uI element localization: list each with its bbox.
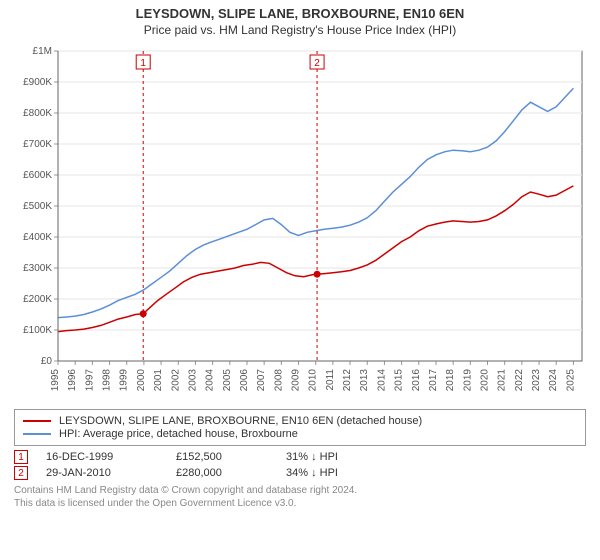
- legend-swatch: [23, 433, 51, 435]
- svg-text:2016: 2016: [411, 369, 422, 392]
- marker-date: 29-JAN-2010: [46, 467, 176, 479]
- svg-text:2001: 2001: [153, 369, 164, 392]
- chart-area: £0 £100K £200K £300K £400K £500K £600K £700K £80…: [10, 43, 590, 403]
- svg-text:2025: 2025: [565, 369, 576, 392]
- svg-text:£700K: £700K: [23, 139, 52, 150]
- svg-text:2006: 2006: [239, 369, 250, 392]
- svg-text:£0: £0: [41, 356, 53, 367]
- marker-badge-1: 1: [14, 450, 28, 464]
- svg-text:2022: 2022: [514, 369, 525, 392]
- svg-text:1995: 1995: [50, 369, 61, 392]
- legend-swatch: [23, 420, 51, 422]
- marker-badge-2: 2: [14, 466, 28, 480]
- svg-text:£900K: £900K: [23, 77, 52, 88]
- svg-text:£200K: £200K: [23, 294, 52, 305]
- svg-text:2014: 2014: [376, 369, 387, 392]
- legend-box: LEYSDOWN, SLIPE LANE, BROXBOURNE, EN10 6…: [14, 409, 586, 446]
- svg-text:2: 2: [314, 58, 320, 69]
- svg-text:2021: 2021: [497, 369, 508, 392]
- svg-text:2003: 2003: [187, 369, 198, 392]
- marker-diff: 31% ↓ HPI: [286, 451, 406, 463]
- chart-title: LEYSDOWN, SLIPE LANE, BROXBOURNE, EN10 6…: [10, 6, 590, 21]
- svg-text:£500K: £500K: [23, 201, 52, 212]
- footer-line: Contains HM Land Registry data © Crown c…: [14, 484, 586, 497]
- svg-text:2018: 2018: [445, 369, 456, 392]
- footer-attribution: Contains HM Land Registry data © Crown c…: [14, 484, 586, 510]
- svg-text:2017: 2017: [428, 369, 439, 392]
- legend-label: HPI: Average price, detached house, Brox…: [59, 428, 298, 440]
- line-chart-svg: £0 £100K £200K £300K £400K £500K £600K £700K £80…: [10, 43, 590, 403]
- svg-text:2007: 2007: [256, 369, 267, 392]
- marker-row: 2 29-JAN-2010 £280,000 34% ↓ HPI: [14, 466, 586, 480]
- svg-text:1996: 1996: [67, 369, 78, 392]
- svg-text:2011: 2011: [325, 369, 336, 391]
- svg-text:2000: 2000: [136, 369, 147, 392]
- marker-price: £280,000: [176, 467, 286, 479]
- svg-text:£400K: £400K: [23, 232, 52, 243]
- footer-line: This data is licensed under the Open Gov…: [14, 497, 586, 510]
- svg-text:2002: 2002: [170, 369, 181, 392]
- svg-text:2015: 2015: [394, 369, 405, 392]
- legend-item: LEYSDOWN, SLIPE LANE, BROXBOURNE, EN10 6…: [23, 415, 577, 427]
- svg-text:2010: 2010: [308, 369, 319, 392]
- svg-text:1997: 1997: [84, 369, 95, 392]
- svg-text:2009: 2009: [291, 369, 302, 392]
- svg-text:2024: 2024: [548, 369, 559, 392]
- marker-date: 16-DEC-1999: [46, 451, 176, 463]
- svg-text:£800K: £800K: [23, 108, 52, 119]
- legend-item: HPI: Average price, detached house, Brox…: [23, 428, 577, 440]
- svg-text:2019: 2019: [462, 369, 473, 392]
- svg-text:2013: 2013: [359, 369, 370, 392]
- svg-text:1998: 1998: [102, 369, 113, 392]
- svg-text:1999: 1999: [119, 369, 130, 392]
- svg-text:£600K: £600K: [23, 170, 52, 181]
- svg-text:£100K: £100K: [23, 325, 52, 336]
- chart-subtitle: Price paid vs. HM Land Registry's House …: [10, 23, 590, 37]
- svg-text:2012: 2012: [342, 369, 353, 392]
- svg-text:1: 1: [140, 58, 146, 69]
- legend-label: LEYSDOWN, SLIPE LANE, BROXBOURNE, EN10 6…: [59, 415, 422, 427]
- marker-diff: 34% ↓ HPI: [286, 467, 406, 479]
- marker-price: £152,500: [176, 451, 286, 463]
- svg-text:2020: 2020: [480, 369, 491, 392]
- marker-row: 1 16-DEC-1999 £152,500 31% ↓ HPI: [14, 450, 586, 464]
- svg-text:2023: 2023: [531, 369, 542, 392]
- svg-text:2008: 2008: [273, 369, 284, 392]
- svg-text:£300K: £300K: [23, 263, 52, 274]
- marker-table: 1 16-DEC-1999 £152,500 31% ↓ HPI 2 29-JA…: [14, 450, 586, 480]
- svg-text:£1M: £1M: [33, 46, 52, 57]
- svg-text:2005: 2005: [222, 369, 233, 392]
- svg-text:2004: 2004: [205, 369, 216, 392]
